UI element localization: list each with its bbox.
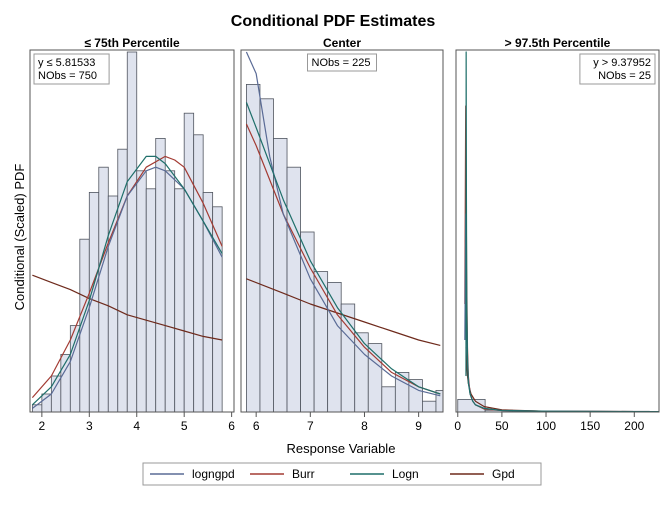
histogram-bar (98, 166, 109, 412)
histogram-bar (117, 148, 128, 412)
histogram-bar (340, 303, 356, 412)
legend-frame (142, 462, 542, 486)
histogram-bar (126, 51, 138, 412)
histogram-bar (381, 386, 396, 412)
legend-label-logn: Logn (392, 467, 419, 481)
x-tick-label: 5 (181, 419, 188, 433)
panel-1-frame (29, 49, 235, 413)
legend: logngpd Burr Logn Gpd (142, 462, 542, 486)
x-tick-label: 50 (495, 419, 509, 433)
histogram-bar (79, 238, 90, 412)
histogram-bar (164, 170, 176, 412)
legend-label-burr: Burr (292, 467, 315, 481)
panel-3-frame (455, 49, 660, 413)
histogram-bar (408, 379, 423, 412)
curve-logn (465, 51, 659, 412)
histogram-bar (41, 393, 52, 412)
inset-text: y ≤ 5.81533 (38, 57, 95, 69)
inset-box (307, 53, 377, 72)
histogram-bar (212, 206, 223, 412)
curve-burr (31, 155, 223, 398)
histogram-bar (422, 400, 437, 412)
x-tick-label: 200 (624, 419, 644, 433)
curve-burr (245, 123, 441, 395)
histogram-bar (313, 271, 329, 412)
legend-label-gpd: Gpd (492, 467, 515, 481)
histogram-bar (174, 188, 185, 412)
inset-text: NObs = 750 (38, 70, 97, 82)
inset-text: y > 9.37952 (593, 57, 651, 69)
panel-1-curves (31, 155, 223, 409)
panel-2-curves (245, 51, 441, 397)
panel-2-frame (240, 49, 444, 413)
panel-2: Center 6 7 8 9 NObs = 225 (240, 36, 444, 433)
legend-label-logngpd: logngpd (192, 467, 235, 481)
x-tick-label: 0 (454, 419, 461, 433)
histogram-bar (31, 404, 43, 412)
histogram-bar (457, 398, 486, 412)
histogram-bar (155, 137, 166, 412)
x-tick-label: 2 (39, 419, 46, 433)
chart-title: Conditional PDF Estimates (231, 13, 436, 30)
x-tick-label: 8 (361, 419, 368, 433)
x-tick-label: 6 (228, 419, 235, 433)
histogram-bar (136, 170, 147, 412)
x-tick-label: 150 (580, 419, 600, 433)
x-tick-label: 3 (86, 419, 93, 433)
curve-gpd (32, 274, 223, 341)
inset-text: NObs = 25 (598, 70, 651, 82)
panel-3: > 97.5th Percentile 0 50 100 150 200 y > 9.379… (454, 36, 660, 433)
y-axis-label: Conditional (Scaled) PDF (12, 164, 27, 311)
histogram-bar (107, 195, 119, 412)
curve-gpd (246, 278, 441, 346)
curve-logn (31, 155, 223, 406)
histogram-bar (286, 166, 301, 412)
panel-3-title: > 97.5th Percentile (505, 36, 611, 50)
histogram-bar (202, 191, 214, 412)
inset-box (579, 53, 656, 85)
panel-2-inset: NObs = 225 (307, 53, 377, 72)
x-tick-label: 7 (307, 419, 314, 433)
histogram-bar (183, 112, 195, 412)
histogram-bar (193, 134, 204, 412)
inset-text: NObs = 225 (312, 57, 371, 69)
panel-1-title: ≤ 75th Percentile (84, 36, 180, 50)
panel-3-x-axis: 0 50 100 150 200 (454, 412, 645, 433)
panel-2-histogram (246, 84, 443, 412)
histogram-bar (259, 98, 274, 412)
x-tick-label: 4 (133, 419, 140, 433)
x-tick-label: 9 (415, 419, 422, 433)
x-tick-label: 6 (253, 419, 260, 433)
histogram-bar (145, 188, 157, 412)
curve-logngpd (245, 51, 441, 397)
x-tick-label: 100 (536, 419, 556, 433)
panel-2-title: Center (323, 36, 361, 50)
inset-box (33, 53, 110, 85)
panel-3-curves (464, 51, 659, 412)
panel-2-x-axis: 6 7 8 9 (253, 412, 422, 433)
curve-logn (245, 102, 441, 395)
x-axis-label: Response Variable (287, 441, 396, 456)
panel-1-x-axis: 2 3 4 5 6 (39, 412, 235, 433)
